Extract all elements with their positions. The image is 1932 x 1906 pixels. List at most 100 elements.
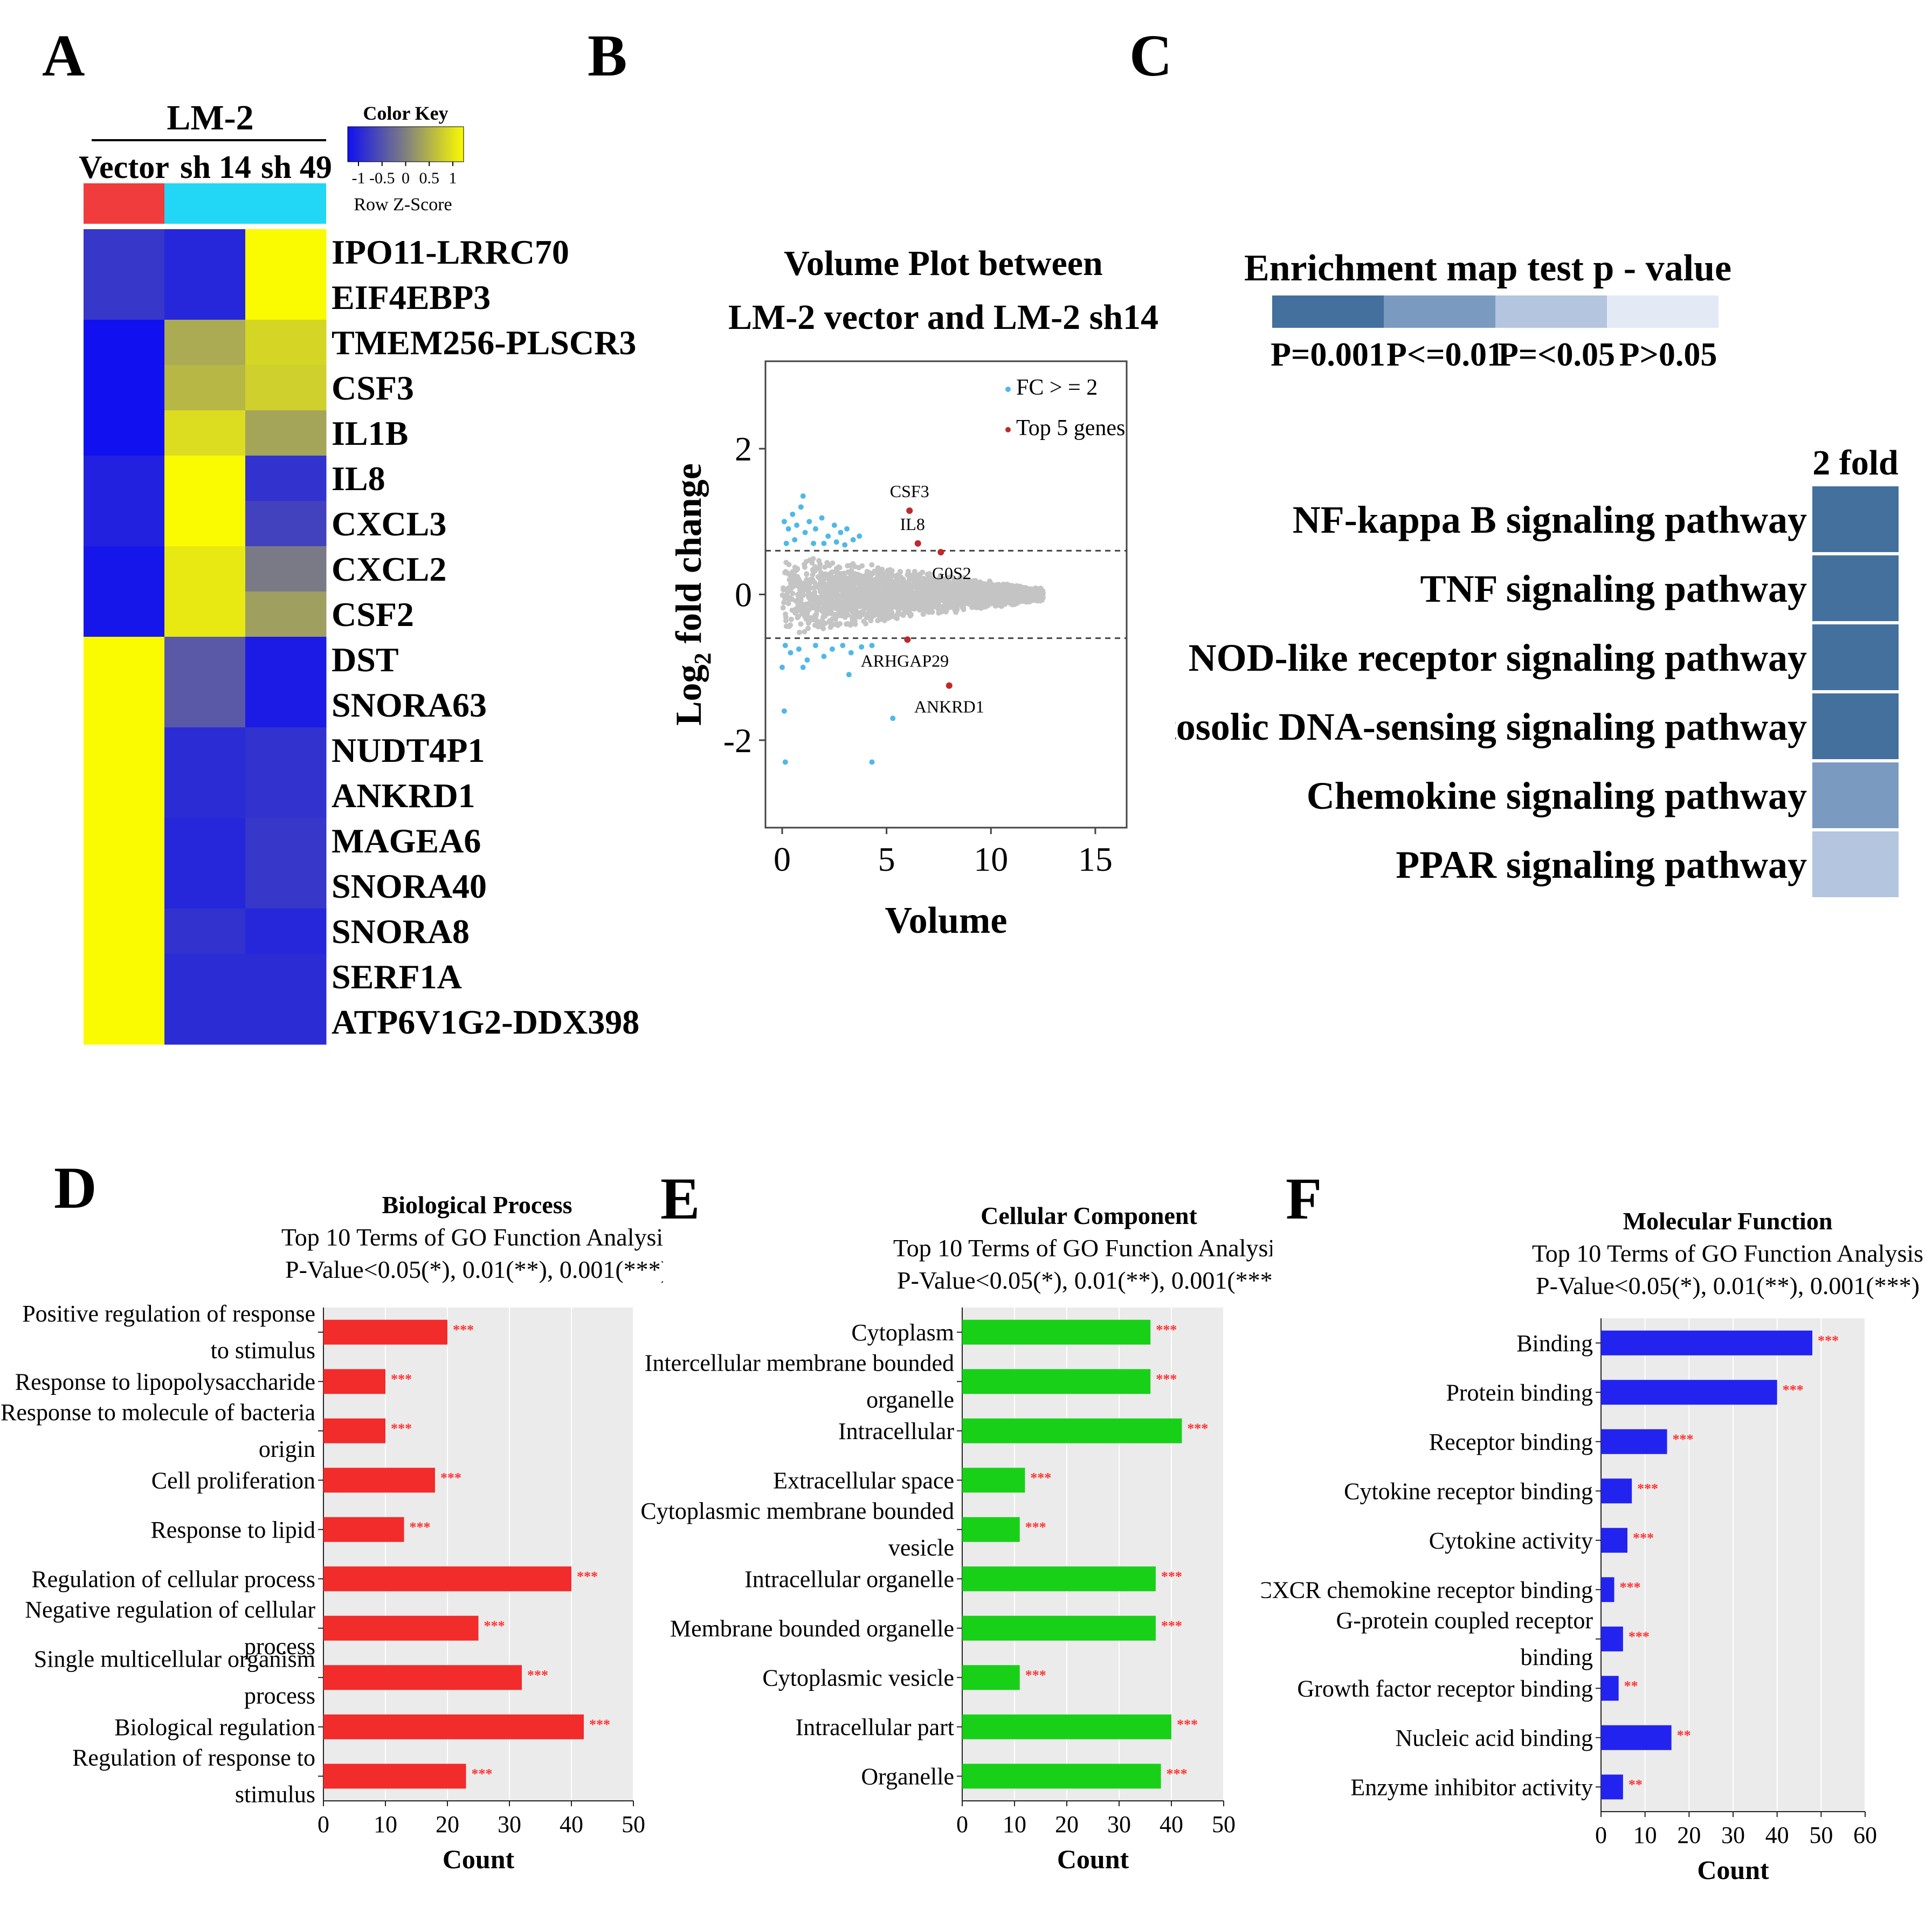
volume-point-grey (795, 591, 801, 597)
volume-point-grey (1018, 595, 1024, 601)
volume-point-top-gene (906, 507, 913, 514)
volume-point-grey (871, 597, 877, 603)
volume-point-fc (821, 540, 827, 546)
volume-point-grey (816, 558, 822, 563)
volume-point-grey (783, 623, 789, 629)
volume-point-fc (859, 644, 865, 650)
go-bar (323, 1418, 385, 1443)
volume-point-fc (811, 540, 817, 546)
go-category-label: Biological regulation (114, 1714, 315, 1740)
volume-x-tick-label: 10 (974, 840, 1008, 878)
volume-point-grey (809, 604, 815, 610)
volume-point-grey (915, 594, 921, 600)
volume-point-grey (961, 593, 967, 599)
heatmap-row-label: SNORA63 (332, 686, 487, 724)
volume-point-grey (796, 576, 802, 582)
volume-point-fc (825, 533, 831, 539)
go-category-label: Cytoplasm (851, 1319, 954, 1346)
volume-point-top-gene (914, 540, 921, 547)
volume-point-grey (960, 604, 965, 610)
go-bar (323, 1714, 584, 1739)
volume-point-grey (902, 605, 908, 611)
volume-point-top-gene (904, 636, 911, 643)
go-chart-subtitle2: P-Value<0.05(*), 0.01(**), 0.001(***) (285, 1256, 663, 1283)
heatmap-cell (245, 909, 327, 954)
heatmap-column-colorbar (84, 183, 164, 224)
heatmap-cell (164, 501, 246, 547)
volume-point-grey (845, 612, 851, 618)
go-bar (962, 1665, 1020, 1690)
volume-point-grey (834, 566, 840, 572)
volume-point-grey (790, 590, 796, 596)
volume-point-grey (861, 582, 867, 588)
volume-point-grey (983, 603, 989, 609)
volume-point-grey (894, 581, 900, 587)
go-bar (1601, 1330, 1812, 1355)
heatmap-row-label: SNORA40 (332, 867, 487, 905)
enrichment-legend-label: P>0.05 (1619, 336, 1717, 373)
volume-point-grey (907, 600, 913, 605)
heatmap-cell (84, 456, 165, 501)
volume-top-gene-label: IL8 (900, 514, 925, 534)
heatmap-row-label: ANKRD1 (332, 776, 475, 815)
volume-top-gene-label: G0S2 (932, 563, 971, 583)
go-x-tick-label: 40 (1160, 1811, 1183, 1838)
volume-point-fc (850, 537, 856, 543)
heatmap-row-label: SERF1A (332, 958, 462, 996)
go-bar (323, 1615, 479, 1641)
go-bar (962, 1615, 1156, 1641)
volume-point-grey (886, 581, 892, 587)
volume-point-fc (790, 511, 796, 517)
volume-point-grey (822, 621, 828, 627)
enrichment-legend-title: Enrichment map test p - value (1244, 247, 1731, 289)
go-x-tick-label: 20 (1055, 1811, 1079, 1838)
volume-point-grey (929, 585, 935, 591)
volume-point-grey (935, 588, 941, 594)
volume-point-grey (859, 612, 865, 618)
volume-point-grey (832, 611, 838, 617)
volume-legend-marker (1005, 387, 1011, 392)
volume-point-grey (850, 561, 856, 567)
volume-point-grey (998, 603, 1004, 609)
volume-point-grey (826, 604, 832, 610)
heatmap-cell (84, 320, 165, 366)
volume-top-gene-label: CSF3 (890, 481, 929, 501)
volume-point-grey (939, 577, 945, 583)
heatmap-row-label: EIF4EBP3 (332, 278, 491, 316)
volume-point-grey (869, 562, 875, 568)
volume-point-grey (843, 621, 849, 627)
volume-point-grey (853, 593, 859, 599)
heatmap-cell (245, 637, 327, 683)
volume-y-label: Log2 fold change (668, 463, 716, 726)
go-x-tick-label: 50 (1809, 1822, 1833, 1848)
heatmap-cell (84, 954, 165, 1000)
go-chart-title: Molecular Function (1623, 1207, 1833, 1235)
go-bar (323, 1665, 522, 1690)
volume-point-grey (900, 576, 906, 582)
volume-point-grey (792, 565, 798, 570)
volume-point-grey (946, 579, 952, 585)
volume-point-grey (901, 582, 907, 588)
volume-point-grey (784, 594, 790, 600)
volume-point-fc (781, 708, 787, 714)
volume-point-grey (988, 593, 994, 599)
enrichment-pathway-cell (1812, 762, 1899, 828)
heatmap-row-label: IPO11-LRRC70 (332, 233, 569, 271)
volume-point-grey (810, 556, 816, 562)
go-significance-label: *** (1025, 1519, 1046, 1535)
heatmap-cell (164, 320, 246, 366)
volume-point-grey (826, 618, 832, 624)
volume-point-grey (805, 625, 811, 631)
go-x-label: Count (1057, 1844, 1129, 1874)
enrichment-pathway-label: PPAR signaling pathway (1396, 843, 1807, 886)
go-category-label: Response to lipopolysaccharide (15, 1368, 315, 1395)
volume-point-fc (792, 537, 798, 543)
go-category-label: Negative regulation of cellular (25, 1597, 315, 1623)
volume-point-grey (829, 583, 835, 589)
go-significance-label: *** (527, 1667, 548, 1683)
go-category-label: Intracellular organelle (744, 1566, 954, 1592)
heatmap-cell (245, 591, 327, 637)
heatmap-cell (84, 591, 165, 637)
volume-point-grey (1039, 596, 1045, 602)
volume-point-fc (800, 664, 806, 670)
